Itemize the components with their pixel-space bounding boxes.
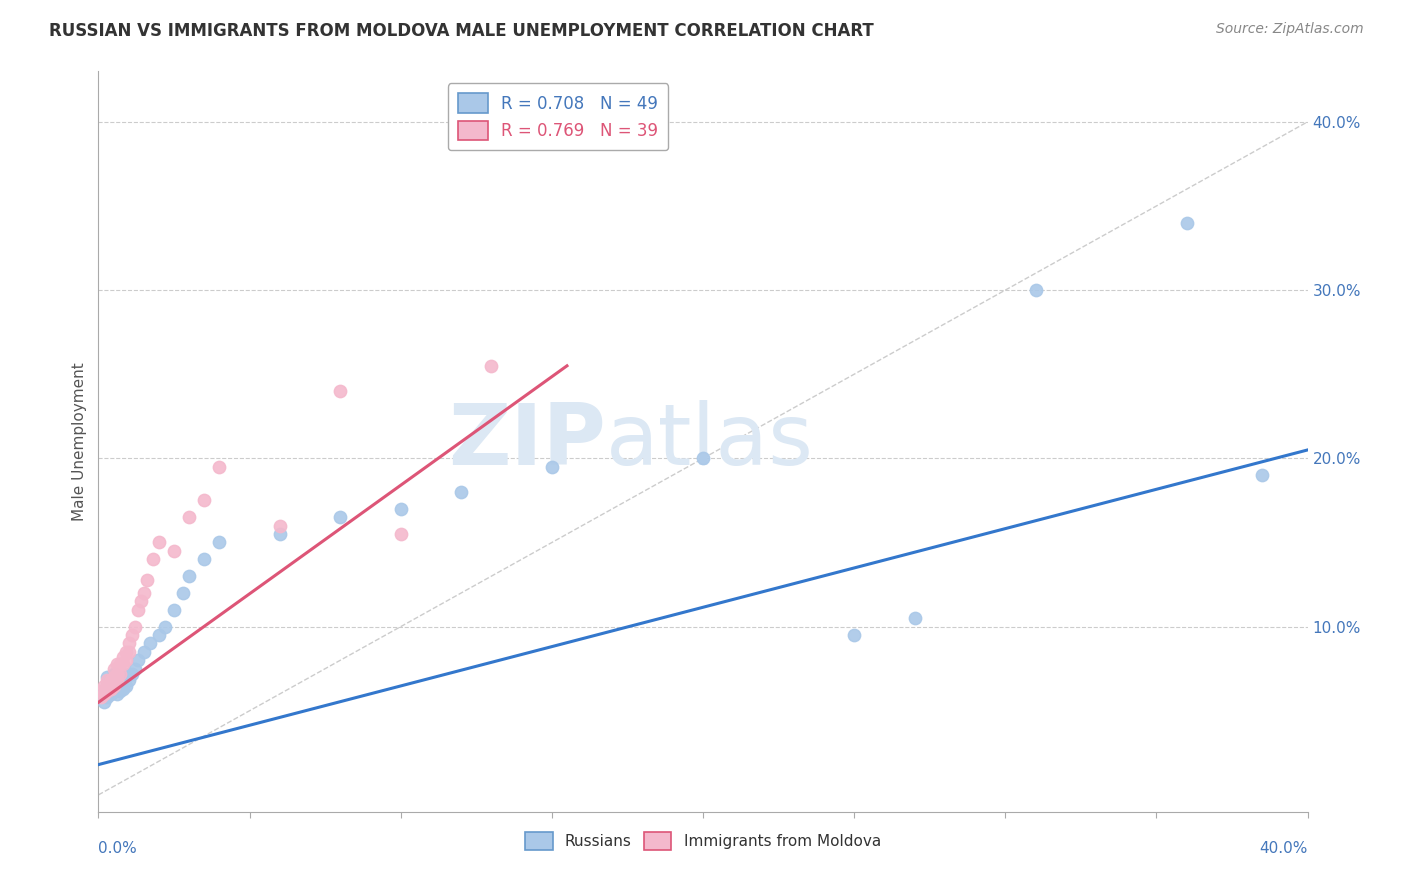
Point bbox=[105, 666, 128, 681]
Point bbox=[172, 586, 194, 600]
Point bbox=[193, 493, 215, 508]
Point bbox=[269, 518, 291, 533]
Point bbox=[96, 679, 118, 693]
Point bbox=[127, 653, 149, 667]
Point bbox=[127, 603, 149, 617]
Point bbox=[1251, 468, 1274, 483]
Point bbox=[692, 451, 714, 466]
Point bbox=[111, 657, 134, 671]
Point bbox=[148, 628, 170, 642]
Point bbox=[124, 662, 146, 676]
Y-axis label: Male Unemployment: Male Unemployment bbox=[72, 362, 87, 521]
Text: 40.0%: 40.0% bbox=[1260, 841, 1308, 856]
Point bbox=[269, 527, 291, 541]
Point bbox=[450, 485, 472, 500]
Point bbox=[129, 594, 152, 608]
Point bbox=[100, 673, 122, 688]
Point bbox=[105, 670, 128, 684]
Point bbox=[114, 645, 136, 659]
Point bbox=[118, 666, 141, 681]
Point bbox=[114, 670, 136, 684]
Point bbox=[163, 544, 186, 558]
Text: Source: ZipAtlas.com: Source: ZipAtlas.com bbox=[1216, 22, 1364, 37]
Point bbox=[481, 359, 503, 373]
Point bbox=[96, 683, 118, 698]
Point bbox=[540, 459, 562, 474]
Text: atlas: atlas bbox=[606, 400, 814, 483]
Text: RUSSIAN VS IMMIGRANTS FROM MOLDOVA MALE UNEMPLOYMENT CORRELATION CHART: RUSSIAN VS IMMIGRANTS FROM MOLDOVA MALE … bbox=[49, 22, 875, 40]
Point bbox=[108, 679, 131, 693]
Point bbox=[90, 690, 112, 705]
Point bbox=[105, 681, 128, 696]
Legend: Russians, Immigrants from Moldova: Russians, Immigrants from Moldova bbox=[519, 826, 887, 856]
Point bbox=[329, 384, 352, 398]
Point bbox=[93, 695, 115, 709]
Point bbox=[103, 666, 125, 681]
Point bbox=[103, 683, 125, 698]
Point bbox=[100, 673, 122, 688]
Point bbox=[93, 687, 115, 701]
Point bbox=[108, 673, 131, 688]
Point bbox=[103, 673, 125, 688]
Point bbox=[105, 673, 128, 688]
Point bbox=[111, 677, 134, 691]
Point bbox=[105, 677, 128, 691]
Point bbox=[329, 510, 352, 524]
Point bbox=[105, 687, 128, 701]
Point bbox=[121, 628, 143, 642]
Point bbox=[96, 673, 118, 688]
Point bbox=[139, 636, 162, 650]
Text: 0.0%: 0.0% bbox=[98, 841, 138, 856]
Point bbox=[105, 657, 128, 671]
Point bbox=[121, 666, 143, 681]
Point bbox=[96, 690, 118, 705]
Point bbox=[1175, 216, 1198, 230]
Point bbox=[179, 510, 201, 524]
Point bbox=[93, 683, 115, 698]
Point bbox=[96, 679, 118, 693]
Point bbox=[111, 649, 134, 664]
Point bbox=[100, 681, 122, 696]
Point bbox=[904, 611, 927, 625]
Point bbox=[132, 645, 155, 659]
Point bbox=[103, 670, 125, 684]
Point bbox=[100, 681, 122, 696]
Point bbox=[389, 501, 412, 516]
Point bbox=[111, 681, 134, 696]
Point bbox=[90, 683, 112, 698]
Point bbox=[114, 679, 136, 693]
Point bbox=[135, 573, 157, 587]
Point bbox=[163, 603, 186, 617]
Point bbox=[100, 687, 122, 701]
Point bbox=[93, 679, 115, 693]
Point bbox=[114, 653, 136, 667]
Point bbox=[389, 527, 412, 541]
Point bbox=[153, 619, 176, 633]
Point bbox=[208, 459, 231, 474]
Point bbox=[118, 673, 141, 688]
Point bbox=[148, 535, 170, 549]
Point bbox=[118, 645, 141, 659]
Point bbox=[142, 552, 165, 566]
Point bbox=[208, 535, 231, 549]
Point bbox=[108, 666, 131, 681]
Point bbox=[124, 619, 146, 633]
Point bbox=[103, 679, 125, 693]
Point bbox=[108, 683, 131, 698]
Text: ZIP: ZIP bbox=[449, 400, 606, 483]
Point bbox=[90, 687, 112, 701]
Point bbox=[96, 670, 118, 684]
Point bbox=[132, 586, 155, 600]
Point bbox=[108, 657, 131, 671]
Point bbox=[179, 569, 201, 583]
Point bbox=[118, 636, 141, 650]
Point bbox=[103, 679, 125, 693]
Point bbox=[1024, 283, 1046, 297]
Point bbox=[844, 628, 866, 642]
Point bbox=[193, 552, 215, 566]
Point bbox=[103, 662, 125, 676]
